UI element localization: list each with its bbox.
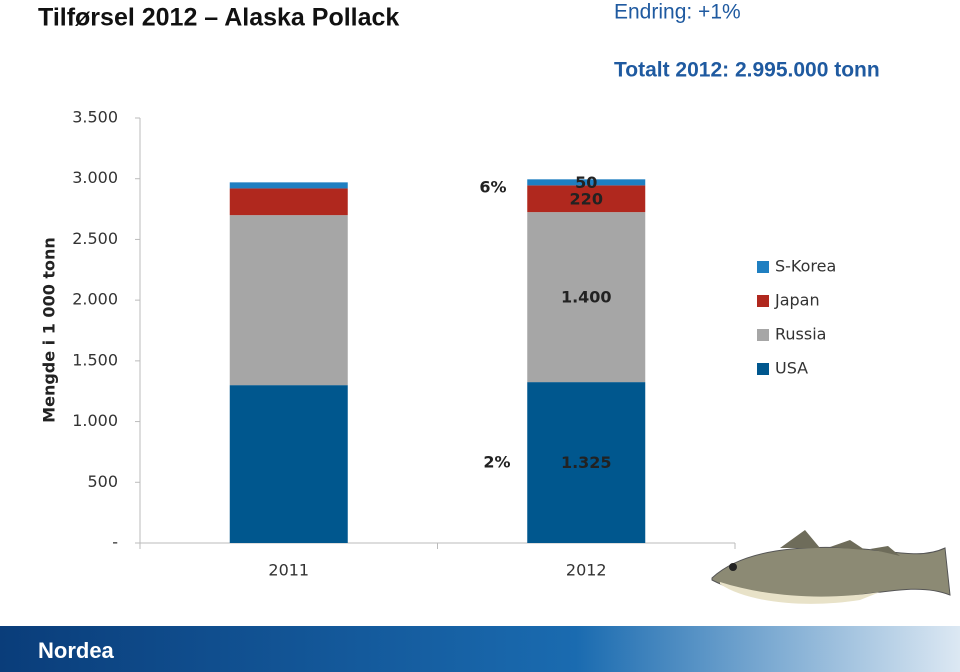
annotation: 2% xyxy=(483,453,510,472)
legend-swatch xyxy=(757,363,769,375)
y-tick-label: 1.000 xyxy=(72,411,118,430)
change: Endring: +1% xyxy=(614,1,741,24)
bar-segment xyxy=(229,182,348,189)
x-tick-label: 2012 xyxy=(566,561,607,580)
bar-segment xyxy=(229,215,348,386)
fish xyxy=(711,530,951,604)
y-tick-label: - xyxy=(112,533,118,552)
y-tick-label: 1.500 xyxy=(72,350,118,369)
title: Tilførsel 2012 – Alaska Pollack xyxy=(38,4,399,32)
value-label: 1.325 xyxy=(561,453,612,472)
value-label: 1.400 xyxy=(561,288,612,307)
value-label: 50 xyxy=(575,173,597,192)
bar-segment xyxy=(229,385,348,543)
value-label: 220 xyxy=(570,189,603,208)
logo: Nordea xyxy=(38,638,115,663)
total: Totalt 2012: 2.995.000 tonn xyxy=(614,59,880,82)
bar-segment xyxy=(527,382,646,543)
y-tick-label: 500 xyxy=(87,472,118,491)
legend-swatch xyxy=(757,329,769,341)
y-tick-label: 3.000 xyxy=(72,168,118,187)
annotation: 6% xyxy=(479,178,506,197)
x-tick-label: 2011 xyxy=(268,561,309,580)
bar-segment xyxy=(229,188,348,216)
legend-swatch xyxy=(757,295,769,307)
legend-swatch xyxy=(757,261,769,273)
bar-segment xyxy=(527,185,646,213)
footer-band xyxy=(0,626,960,672)
legend-label: Russia xyxy=(775,325,826,344)
y-tick-label: 2.000 xyxy=(72,290,118,309)
bar-segment xyxy=(527,212,646,383)
legend-label: S-Korea xyxy=(775,257,836,276)
legend-label: USA xyxy=(775,359,808,378)
bar-segment xyxy=(527,179,646,186)
y-tick-label: 2.500 xyxy=(72,229,118,248)
y-axis-label: Mengde i 1 000 tonn xyxy=(40,237,59,423)
y-tick-label: 3.500 xyxy=(72,108,118,127)
legend-label: Japan xyxy=(774,291,820,310)
